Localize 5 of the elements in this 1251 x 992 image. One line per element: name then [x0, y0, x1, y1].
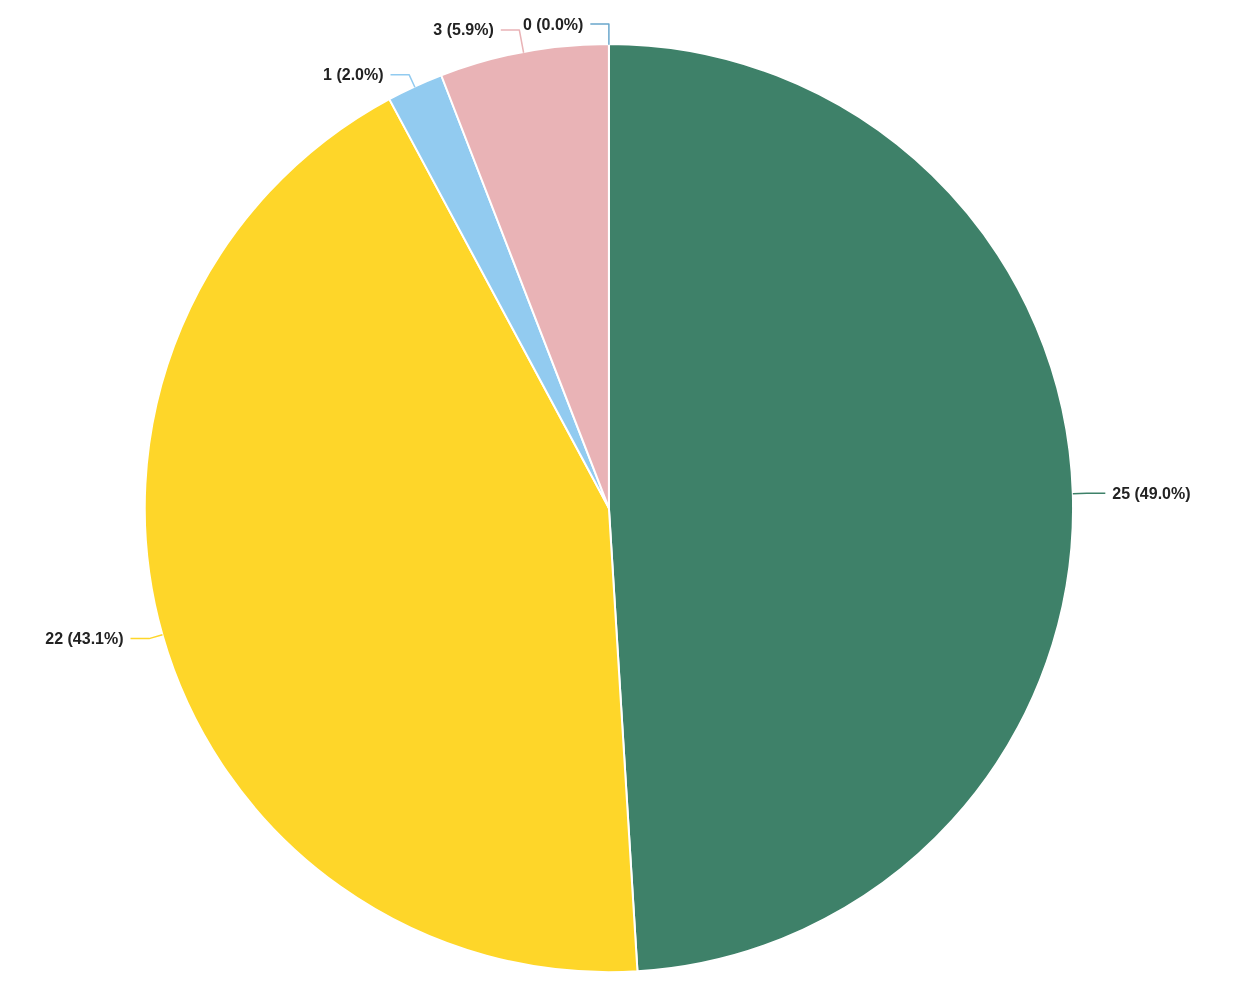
data-label: 22 (43.1%): [45, 630, 124, 648]
text: 0 (0.0%): [522, 15, 584, 33]
data-label: 25 (49.0%): [1112, 484, 1191, 502]
data-label: 3 (5.9%): [433, 21, 494, 39]
data-label: 1 (2.0%): [323, 66, 384, 84]
